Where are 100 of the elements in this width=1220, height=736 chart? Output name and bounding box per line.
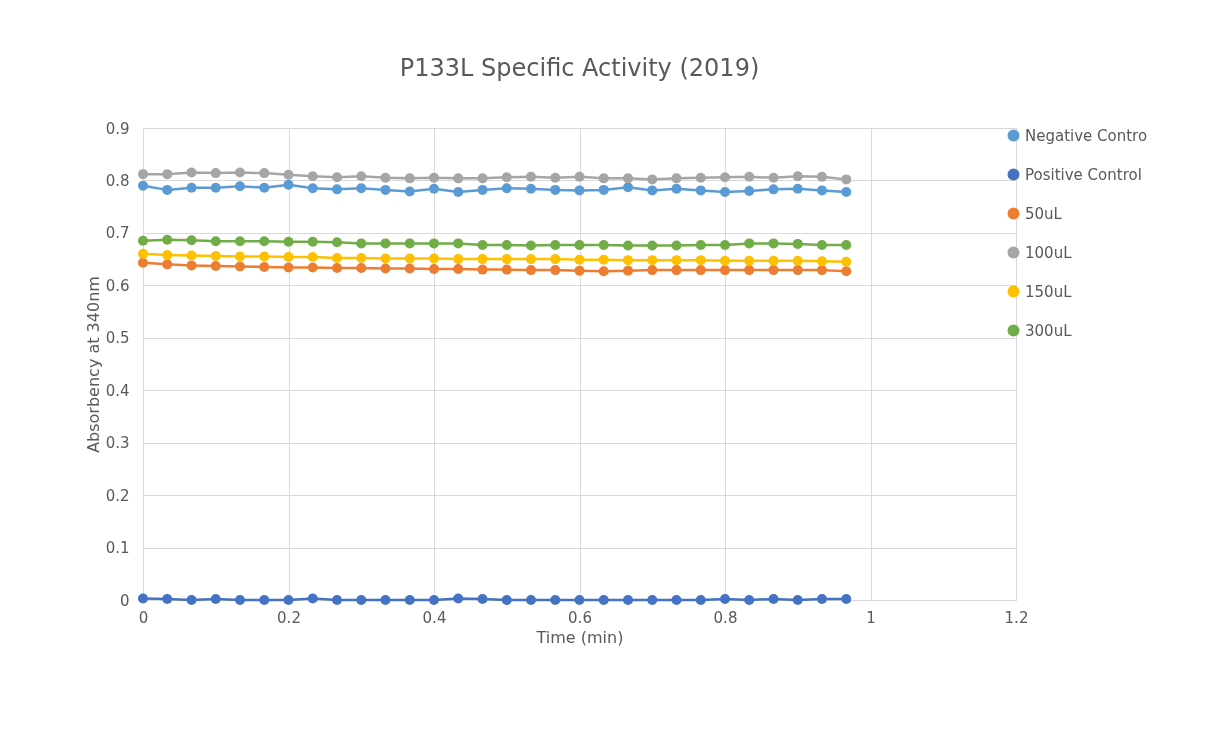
point (768, 265, 779, 276)
point (307, 171, 318, 182)
point (841, 174, 852, 185)
point (210, 236, 221, 247)
point (380, 263, 391, 274)
y-axis-title: Absorbency at 340nm (83, 276, 103, 453)
point (671, 183, 682, 194)
point (234, 595, 245, 605)
point (792, 265, 803, 276)
point (623, 265, 634, 276)
x-tick-label: 0.6 (568, 608, 592, 627)
point (307, 183, 318, 194)
point (453, 264, 464, 275)
point (695, 595, 706, 605)
point (550, 595, 561, 605)
point (307, 252, 318, 262)
point (186, 235, 197, 246)
point (404, 263, 415, 274)
y-tick-label: 0.8 (105, 171, 130, 190)
point (332, 263, 343, 274)
point (550, 265, 561, 276)
point (453, 186, 464, 197)
y-tick-label: 0 (119, 591, 130, 610)
point (429, 172, 439, 183)
x-tick-label: 1 (866, 608, 876, 627)
point (283, 595, 294, 605)
point (404, 186, 415, 197)
point (477, 173, 488, 184)
y-tick-label: 0.5 (105, 329, 130, 348)
point (598, 173, 609, 184)
point (623, 255, 634, 266)
point (671, 240, 682, 251)
point (138, 248, 148, 259)
point (259, 236, 270, 247)
point (816, 265, 827, 276)
point (210, 593, 221, 604)
point (186, 167, 197, 178)
point (792, 255, 803, 266)
point (234, 167, 245, 178)
point (525, 265, 536, 276)
point (501, 239, 512, 250)
point (477, 239, 488, 250)
point (744, 238, 755, 249)
point (234, 251, 245, 262)
point (647, 240, 658, 251)
point (647, 595, 658, 605)
point (695, 185, 706, 196)
point (283, 252, 294, 262)
point (720, 593, 730, 604)
point (307, 262, 318, 273)
point (623, 182, 634, 193)
point (695, 255, 706, 266)
point (744, 595, 755, 605)
y-tick-label: 0.6 (105, 276, 130, 295)
point (162, 249, 173, 260)
point (210, 182, 221, 193)
point (234, 261, 245, 272)
point (138, 257, 148, 268)
point (162, 169, 173, 180)
x-tick-label: 0 (138, 608, 149, 627)
x-tick-label: 0.4 (422, 608, 447, 627)
point (283, 262, 294, 273)
point (210, 260, 221, 271)
point (525, 240, 536, 251)
point (574, 185, 585, 196)
point (453, 254, 464, 265)
point (380, 253, 391, 264)
point (210, 168, 221, 179)
legend-label: Positive Control (1025, 165, 1142, 184)
point (671, 265, 682, 276)
point (841, 256, 852, 267)
point (501, 183, 512, 194)
point (598, 266, 609, 277)
point (404, 238, 415, 249)
point (429, 238, 439, 249)
point (429, 264, 439, 275)
point (356, 171, 367, 182)
point (477, 184, 488, 195)
point (453, 173, 464, 184)
point (259, 595, 270, 605)
point (744, 185, 755, 196)
point (816, 256, 827, 267)
point (210, 250, 221, 261)
point (332, 595, 343, 605)
point (477, 264, 488, 275)
point (816, 171, 827, 182)
point (647, 255, 658, 266)
point (332, 172, 343, 183)
point (501, 264, 512, 275)
point (550, 254, 561, 265)
point (332, 184, 343, 195)
point (162, 184, 173, 195)
point (525, 595, 536, 605)
point (792, 595, 803, 605)
point (138, 235, 148, 246)
point (525, 183, 536, 194)
point (816, 185, 827, 196)
point (744, 265, 755, 276)
y-tick-label: 0.7 (105, 224, 130, 243)
point (671, 255, 682, 266)
